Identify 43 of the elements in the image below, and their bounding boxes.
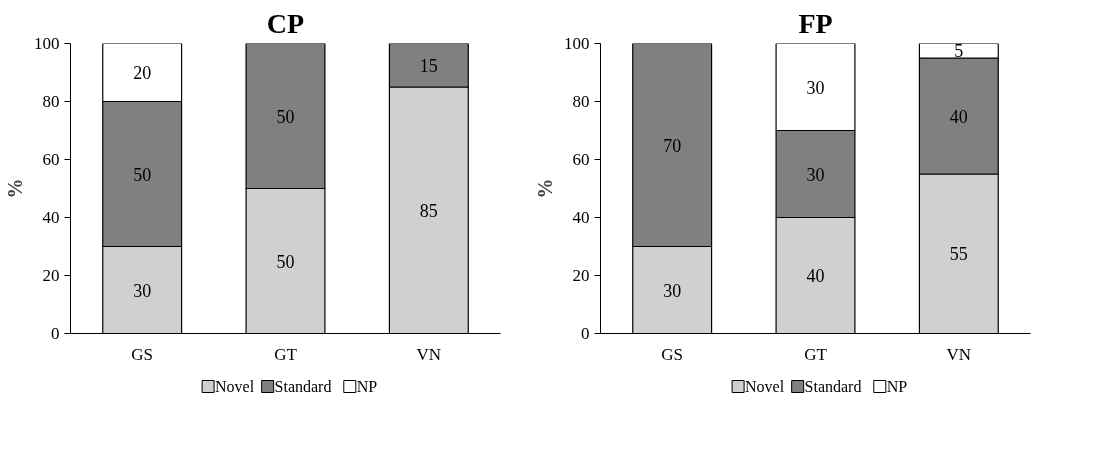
y-tick-label: 100	[564, 34, 590, 53]
x-tick-label: GT	[804, 344, 828, 364]
y-tick-label: 0	[581, 324, 590, 343]
x-tick-label: VN	[416, 344, 442, 364]
data-label: 30	[806, 164, 825, 185]
legend-label: NP	[886, 378, 908, 395]
data-label: 50	[276, 106, 295, 127]
data-label: 50	[276, 251, 295, 272]
legend-label: Standard	[804, 378, 862, 395]
chart-title: FP	[798, 7, 833, 39]
y-tick-label: 80	[42, 92, 60, 111]
data-label: 30	[663, 280, 682, 301]
legend-label: Standard	[274, 378, 332, 395]
y-axis-title: %	[4, 178, 26, 199]
legend-label: NP	[356, 378, 378, 395]
y-tick-label: 60	[42, 150, 60, 169]
data-label: 30	[133, 280, 152, 301]
chart-title: CP	[266, 7, 305, 39]
legend-label: Novel	[744, 378, 785, 395]
data-label: 55	[949, 244, 968, 265]
y-tick-label: 0	[51, 324, 60, 343]
y-tick-label: 60	[572, 150, 590, 169]
data-label: 70	[663, 135, 682, 156]
x-tick-label: GS	[661, 344, 684, 364]
data-label: 85	[419, 200, 438, 221]
y-tick-label: 40	[42, 208, 60, 227]
x-tick-label: GS	[131, 344, 154, 364]
data-label: 30	[806, 77, 825, 98]
y-tick-label: 100	[34, 34, 60, 53]
legend-label: Novel	[214, 378, 255, 395]
data-label: 40	[806, 266, 825, 286]
data-label: 40	[949, 106, 968, 127]
x-tick-label: VN	[946, 344, 972, 364]
y-tick-label: 80	[572, 92, 590, 111]
y-tick-label: 40	[572, 208, 590, 227]
y-tick-label: 20	[42, 266, 60, 285]
data-label: 5	[954, 41, 964, 62]
y-axis-title: %	[534, 178, 556, 199]
data-label: 50	[133, 164, 152, 185]
data-label: 20	[133, 63, 152, 83]
data-label: 15	[419, 55, 438, 76]
x-tick-label: GT	[274, 344, 298, 364]
y-tick-label: 20	[572, 266, 590, 285]
